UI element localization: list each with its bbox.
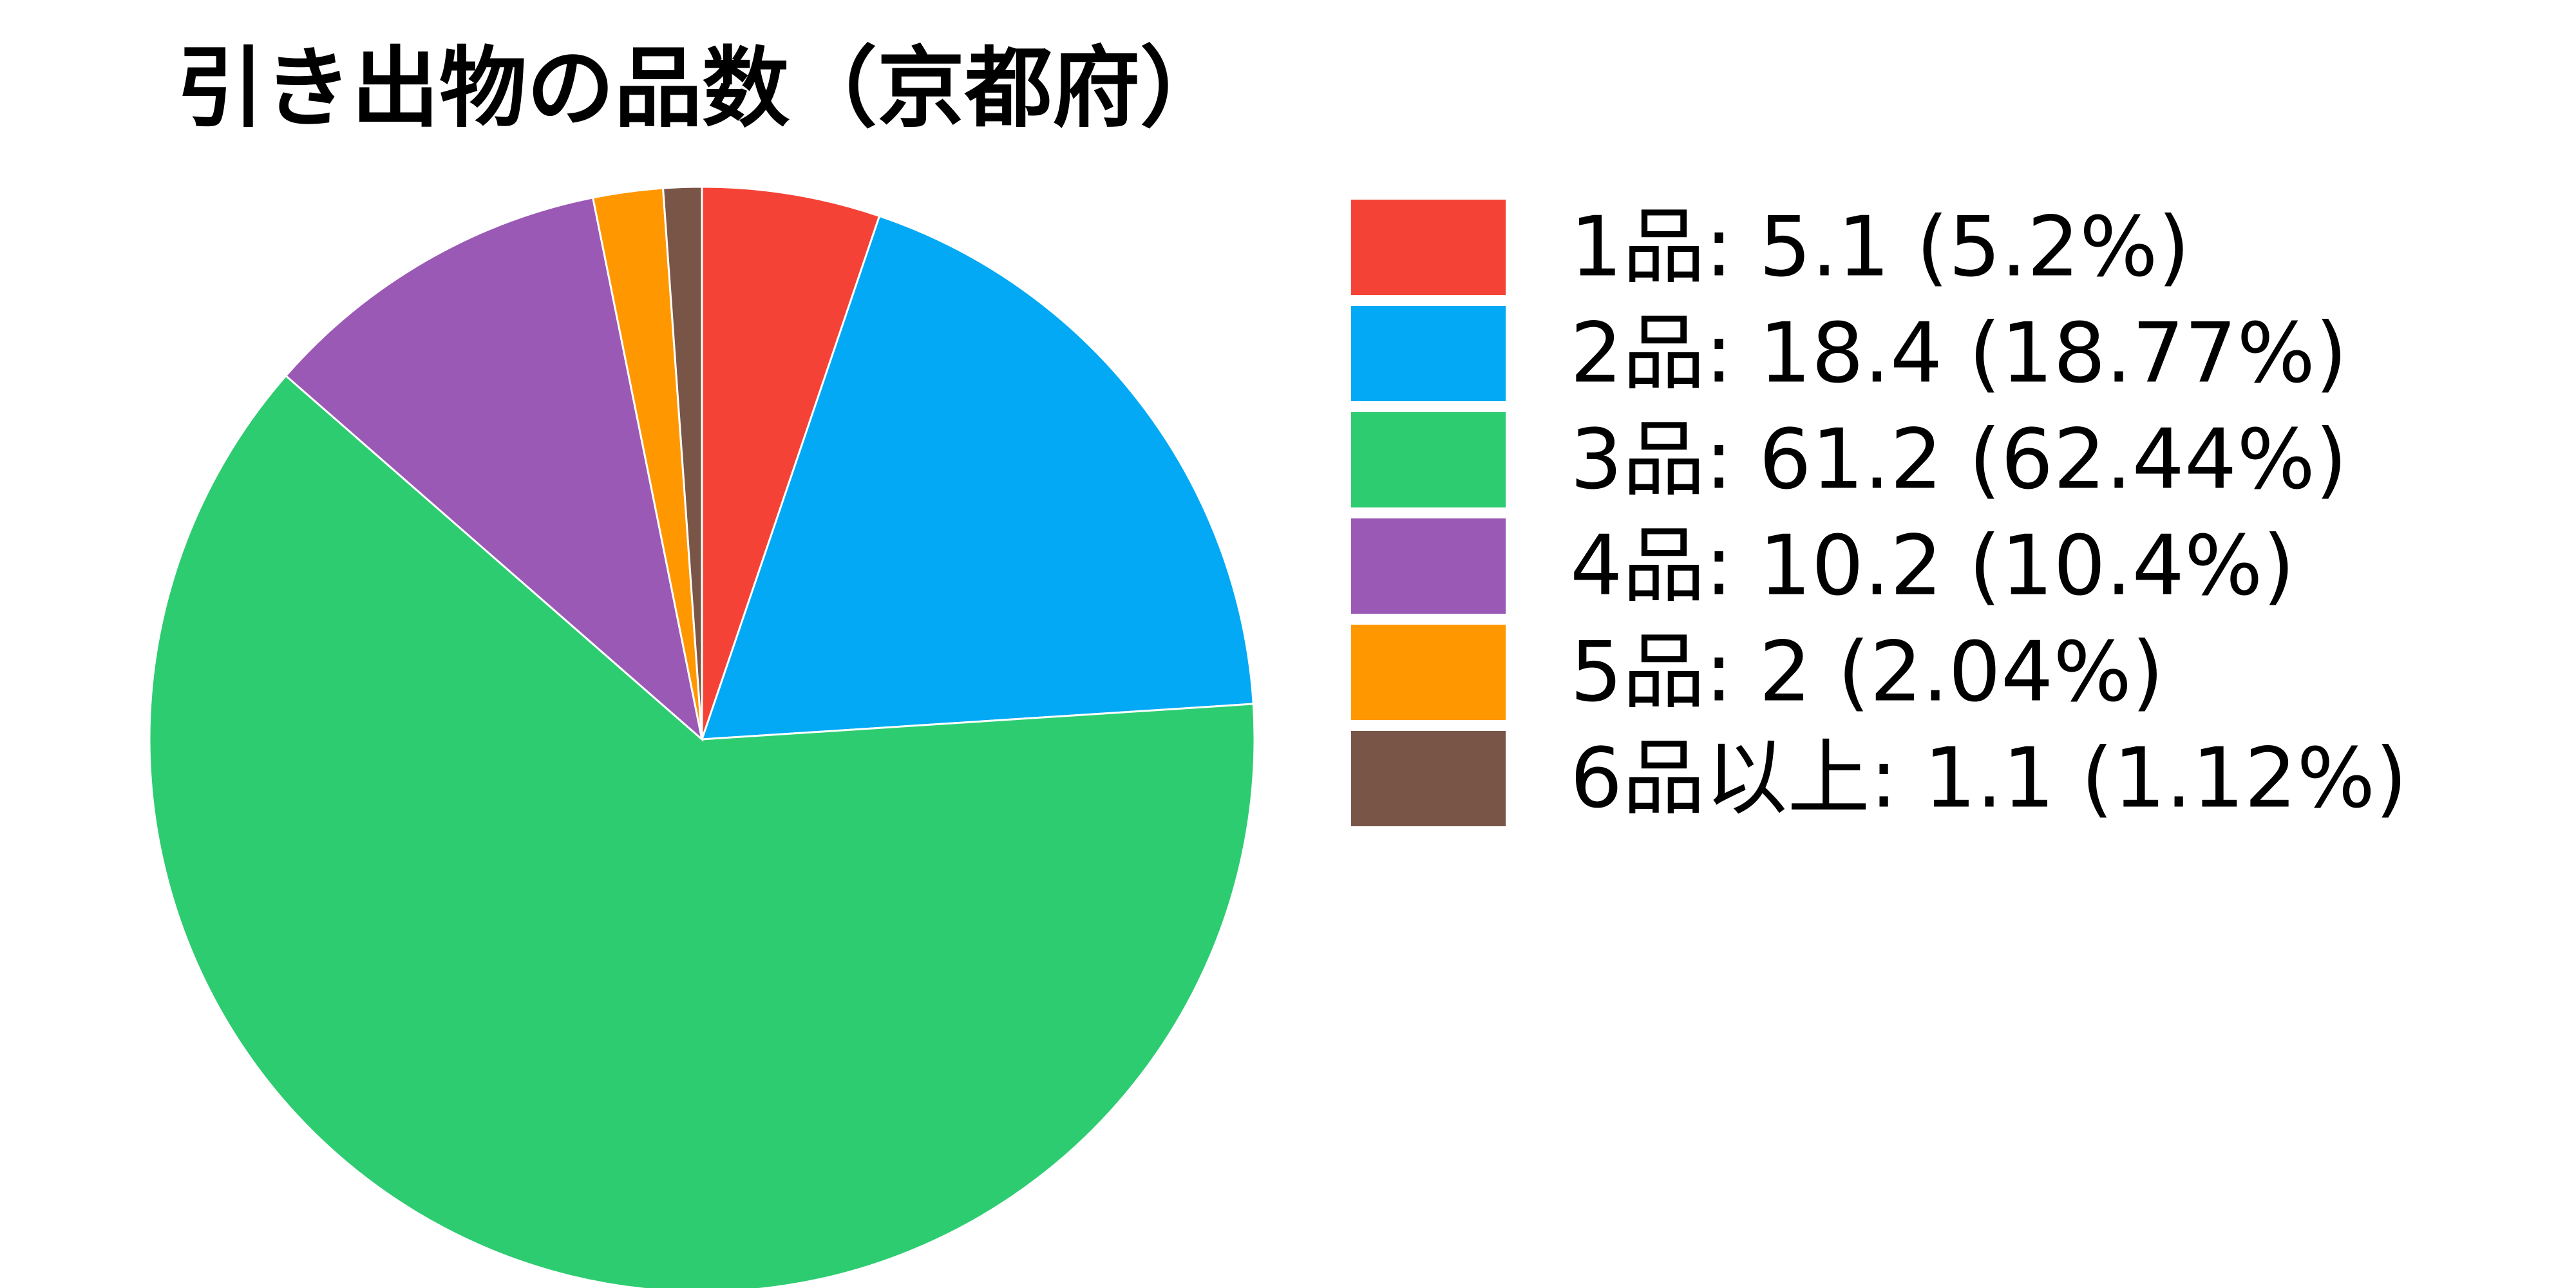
pie-slice-1 xyxy=(701,185,881,740)
pie-slice-2 xyxy=(700,214,1255,741)
legend-label-2: 2品: 18.4 (18.77%) xyxy=(1570,306,2347,402)
pie-slices xyxy=(148,185,1256,1288)
chart-title: 引き出物の品数（京都府） xyxy=(176,38,1227,140)
legend-swatch-2 xyxy=(1351,306,1506,401)
legend-label-3: 3品: 61.2 (62.44%) xyxy=(1570,412,2347,508)
legend-swatch-1 xyxy=(1351,200,1506,295)
legend-label-5: 5品: 2 (2.04%) xyxy=(1570,625,2164,721)
legend-swatch-4 xyxy=(1351,518,1506,614)
pie-slice-4 xyxy=(284,196,704,743)
legend-swatch-5 xyxy=(1351,625,1506,720)
legend-swatch-3 xyxy=(1351,412,1506,507)
legend-swatch-6 xyxy=(1351,731,1506,826)
legend-label-1: 1品: 5.1 (5.2%) xyxy=(1570,200,2190,296)
legend-label-4: 4品: 10.2 (10.4%) xyxy=(1570,518,2295,614)
pie-slice-3 xyxy=(148,374,1256,1288)
legend: 1品: 5.1 (5.2%) 2品: 18.4 (18.77%) 3品: 61.2 … xyxy=(1351,200,2407,827)
legend-label-6: 6品以上: 1.1 (1.12%) xyxy=(1570,731,2407,827)
pie-slice-6 xyxy=(661,185,703,740)
